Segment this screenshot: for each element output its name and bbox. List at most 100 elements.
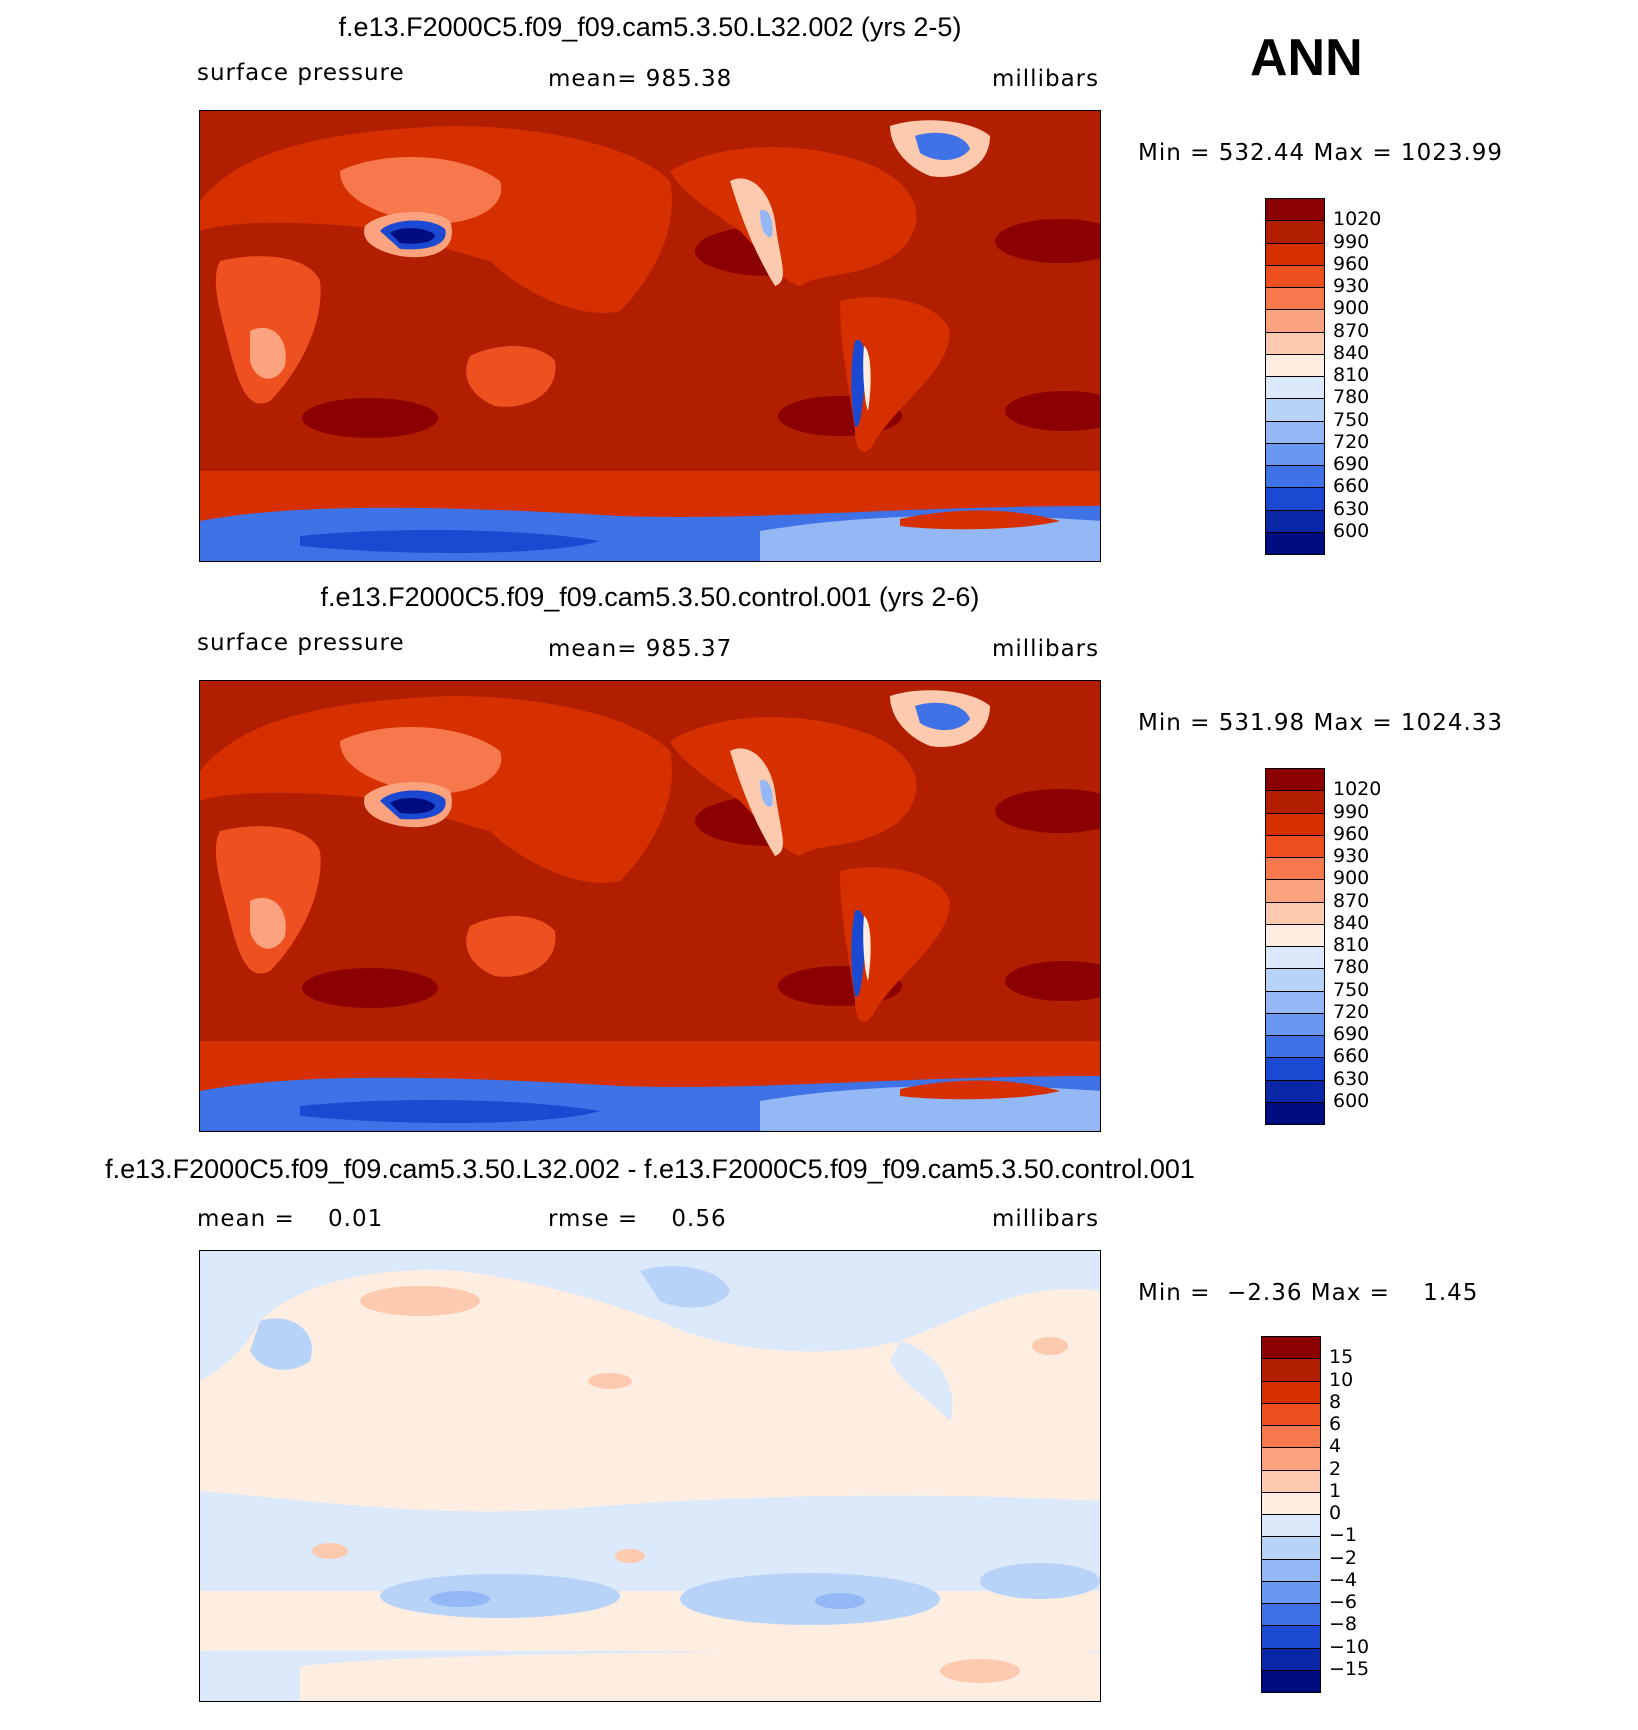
colorbar-swatch bbox=[1265, 242, 1325, 266]
colorbar-label: 600 bbox=[1333, 1089, 1370, 1112]
colorbar-label: 930 bbox=[1333, 845, 1370, 867]
panel-2-map-svg bbox=[200, 681, 1100, 1131]
panel-1-variable-label: surface pressure bbox=[197, 60, 405, 86]
colorbar-swatch bbox=[1265, 834, 1325, 858]
colorbar-label: −8 bbox=[1329, 1613, 1358, 1636]
colorbar-label: 690 bbox=[1333, 453, 1370, 475]
colorbar-swatch bbox=[1261, 1491, 1321, 1515]
colorbar-swatch bbox=[1265, 968, 1325, 992]
colorbar-label: −1 bbox=[1329, 1524, 1358, 1547]
colorbar-swatch bbox=[1265, 812, 1325, 836]
colorbar-label: 1020 bbox=[1333, 208, 1382, 231]
panel-2-minmax: Min = 531.98 Max = 1024.33 bbox=[1138, 710, 1504, 736]
panel-1-map bbox=[199, 110, 1101, 562]
colorbar-label: 810 bbox=[1333, 934, 1370, 956]
colorbar-label: −4 bbox=[1329, 1568, 1358, 1591]
colorbar-label: −15 bbox=[1329, 1657, 1370, 1680]
panel-3-map-svg bbox=[200, 1251, 1100, 1701]
colorbar-label: 1 bbox=[1329, 1479, 1342, 1502]
colorbar-label: 8 bbox=[1329, 1390, 1342, 1413]
season-label: ANN bbox=[1250, 29, 1363, 87]
colorbar-label: 930 bbox=[1333, 275, 1370, 297]
panel-1-mean-label: mean= 985.38 bbox=[548, 66, 733, 92]
panel-2-title: f.e13.F2000C5.f09_f09.cam5.3.50.control.… bbox=[320, 582, 980, 612]
panel-1-map-svg bbox=[200, 111, 1100, 561]
colorbar-swatch bbox=[1261, 1625, 1321, 1649]
colorbar-swatch bbox=[1265, 901, 1325, 925]
colorbar-label: 2 bbox=[1329, 1457, 1342, 1480]
colorbar-swatch bbox=[1265, 353, 1325, 377]
colorbar-swatch bbox=[1265, 790, 1325, 814]
panel-3-title: f.e13.F2000C5.f09_f09.cam5.3.50.L32.002 … bbox=[105, 1154, 1195, 1184]
colorbar-swatch bbox=[1265, 287, 1325, 311]
colorbar-swatch bbox=[1261, 1469, 1321, 1493]
colorbar-label: 15 bbox=[1329, 1346, 1354, 1369]
colorbar-swatch bbox=[1265, 220, 1325, 244]
colorbar-swatch bbox=[1265, 768, 1325, 792]
panel-2-units-label: millibars bbox=[992, 636, 1100, 662]
panel-3-colorbar: 15 10 8 6 4 2 1 0 −1 −2 −4 −6 −8 −10 −15 bbox=[1261, 1336, 1369, 1693]
colorbar-label: 720 bbox=[1333, 430, 1370, 453]
colorbar-label: 780 bbox=[1333, 386, 1370, 409]
colorbar-label: 4 bbox=[1329, 1435, 1342, 1458]
colorbar-swatch bbox=[1261, 1402, 1321, 1426]
colorbar-label: 10 bbox=[1329, 1368, 1354, 1391]
colorbar-swatch bbox=[1261, 1514, 1321, 1538]
panel-2-colorbar: 1020 990 960 930 900 870 840 810 780 750 720 690 660… bbox=[1265, 768, 1381, 1125]
panel-3-mean-label: mean = 0.01 bbox=[197, 1206, 384, 1232]
panel-3-rmse-label: rmse = 0.56 bbox=[548, 1206, 727, 1232]
colorbar-swatch bbox=[1265, 465, 1325, 489]
colorbar-swatch bbox=[1265, 376, 1325, 400]
panel-1-title: f.e13.F2000C5.f09_f09.cam5.3.50.L32.002 … bbox=[338, 12, 962, 42]
colorbar-swatch bbox=[1265, 398, 1325, 422]
colorbar-swatch bbox=[1265, 990, 1325, 1014]
colorbar-label: −6 bbox=[1329, 1591, 1358, 1613]
colorbar-label: −10 bbox=[1329, 1635, 1370, 1658]
colorbar-label: 750 bbox=[1333, 408, 1370, 431]
colorbar-label: 900 bbox=[1333, 297, 1370, 320]
colorbar-swatch bbox=[1265, 879, 1325, 903]
colorbar-swatch bbox=[1261, 1380, 1321, 1404]
panel-3-map bbox=[199, 1250, 1101, 1702]
colorbar-swatch bbox=[1265, 309, 1325, 333]
colorbar-swatch bbox=[1261, 1580, 1321, 1604]
colorbar-label: 0 bbox=[1329, 1502, 1342, 1524]
colorbar-swatch bbox=[1261, 1669, 1321, 1693]
colorbar-swatch bbox=[1261, 1647, 1321, 1671]
panel-2-map bbox=[199, 680, 1101, 1132]
colorbar-swatch bbox=[1261, 1603, 1321, 1627]
colorbar-swatch bbox=[1265, 923, 1325, 947]
colorbar-swatch bbox=[1265, 1101, 1325, 1125]
colorbar-label: 840 bbox=[1333, 911, 1370, 934]
colorbar-swatch bbox=[1261, 1358, 1321, 1382]
colorbar-label: 750 bbox=[1333, 978, 1370, 1001]
colorbar-swatch bbox=[1265, 198, 1325, 222]
colorbar-swatch bbox=[1261, 1447, 1321, 1471]
colorbar-swatch bbox=[1265, 264, 1325, 288]
panel-2-variable-label: surface pressure bbox=[197, 630, 405, 656]
colorbar-swatch bbox=[1265, 1035, 1325, 1059]
colorbar-swatch bbox=[1265, 531, 1325, 555]
colorbar-swatch bbox=[1265, 487, 1325, 511]
panel-1-units-label: millibars bbox=[992, 66, 1100, 92]
colorbar-swatch bbox=[1261, 1425, 1321, 1449]
colorbar-label: 6 bbox=[1329, 1413, 1342, 1435]
colorbar-swatch bbox=[1265, 946, 1325, 970]
colorbar-label: 660 bbox=[1333, 1045, 1370, 1068]
panel-3-minmax: Min = −2.36 Max = 1.45 bbox=[1138, 1280, 1479, 1306]
colorbar-label: 870 bbox=[1333, 889, 1370, 912]
colorbar-label: 960 bbox=[1333, 822, 1370, 845]
panel-2-mean-label: mean= 985.37 bbox=[548, 636, 733, 662]
colorbar-swatch bbox=[1265, 420, 1325, 444]
colorbar-label: 600 bbox=[1333, 519, 1370, 542]
colorbar-swatch bbox=[1265, 1079, 1325, 1103]
colorbar-label: 960 bbox=[1333, 252, 1370, 275]
colorbar-label: 990 bbox=[1333, 800, 1370, 823]
panel-1-colorbar: 1020 990 960 930 900 870 840 810 780 750 720 690 660… bbox=[1265, 198, 1381, 555]
panel-1-minmax: Min = 532.44 Max = 1023.99 bbox=[1138, 140, 1504, 166]
colorbar-swatch bbox=[1265, 1012, 1325, 1036]
colorbar-swatch bbox=[1265, 1057, 1325, 1081]
colorbar-label: 1020 bbox=[1333, 778, 1382, 801]
colorbar-label: 630 bbox=[1333, 497, 1370, 520]
colorbar-label: 870 bbox=[1333, 319, 1370, 342]
